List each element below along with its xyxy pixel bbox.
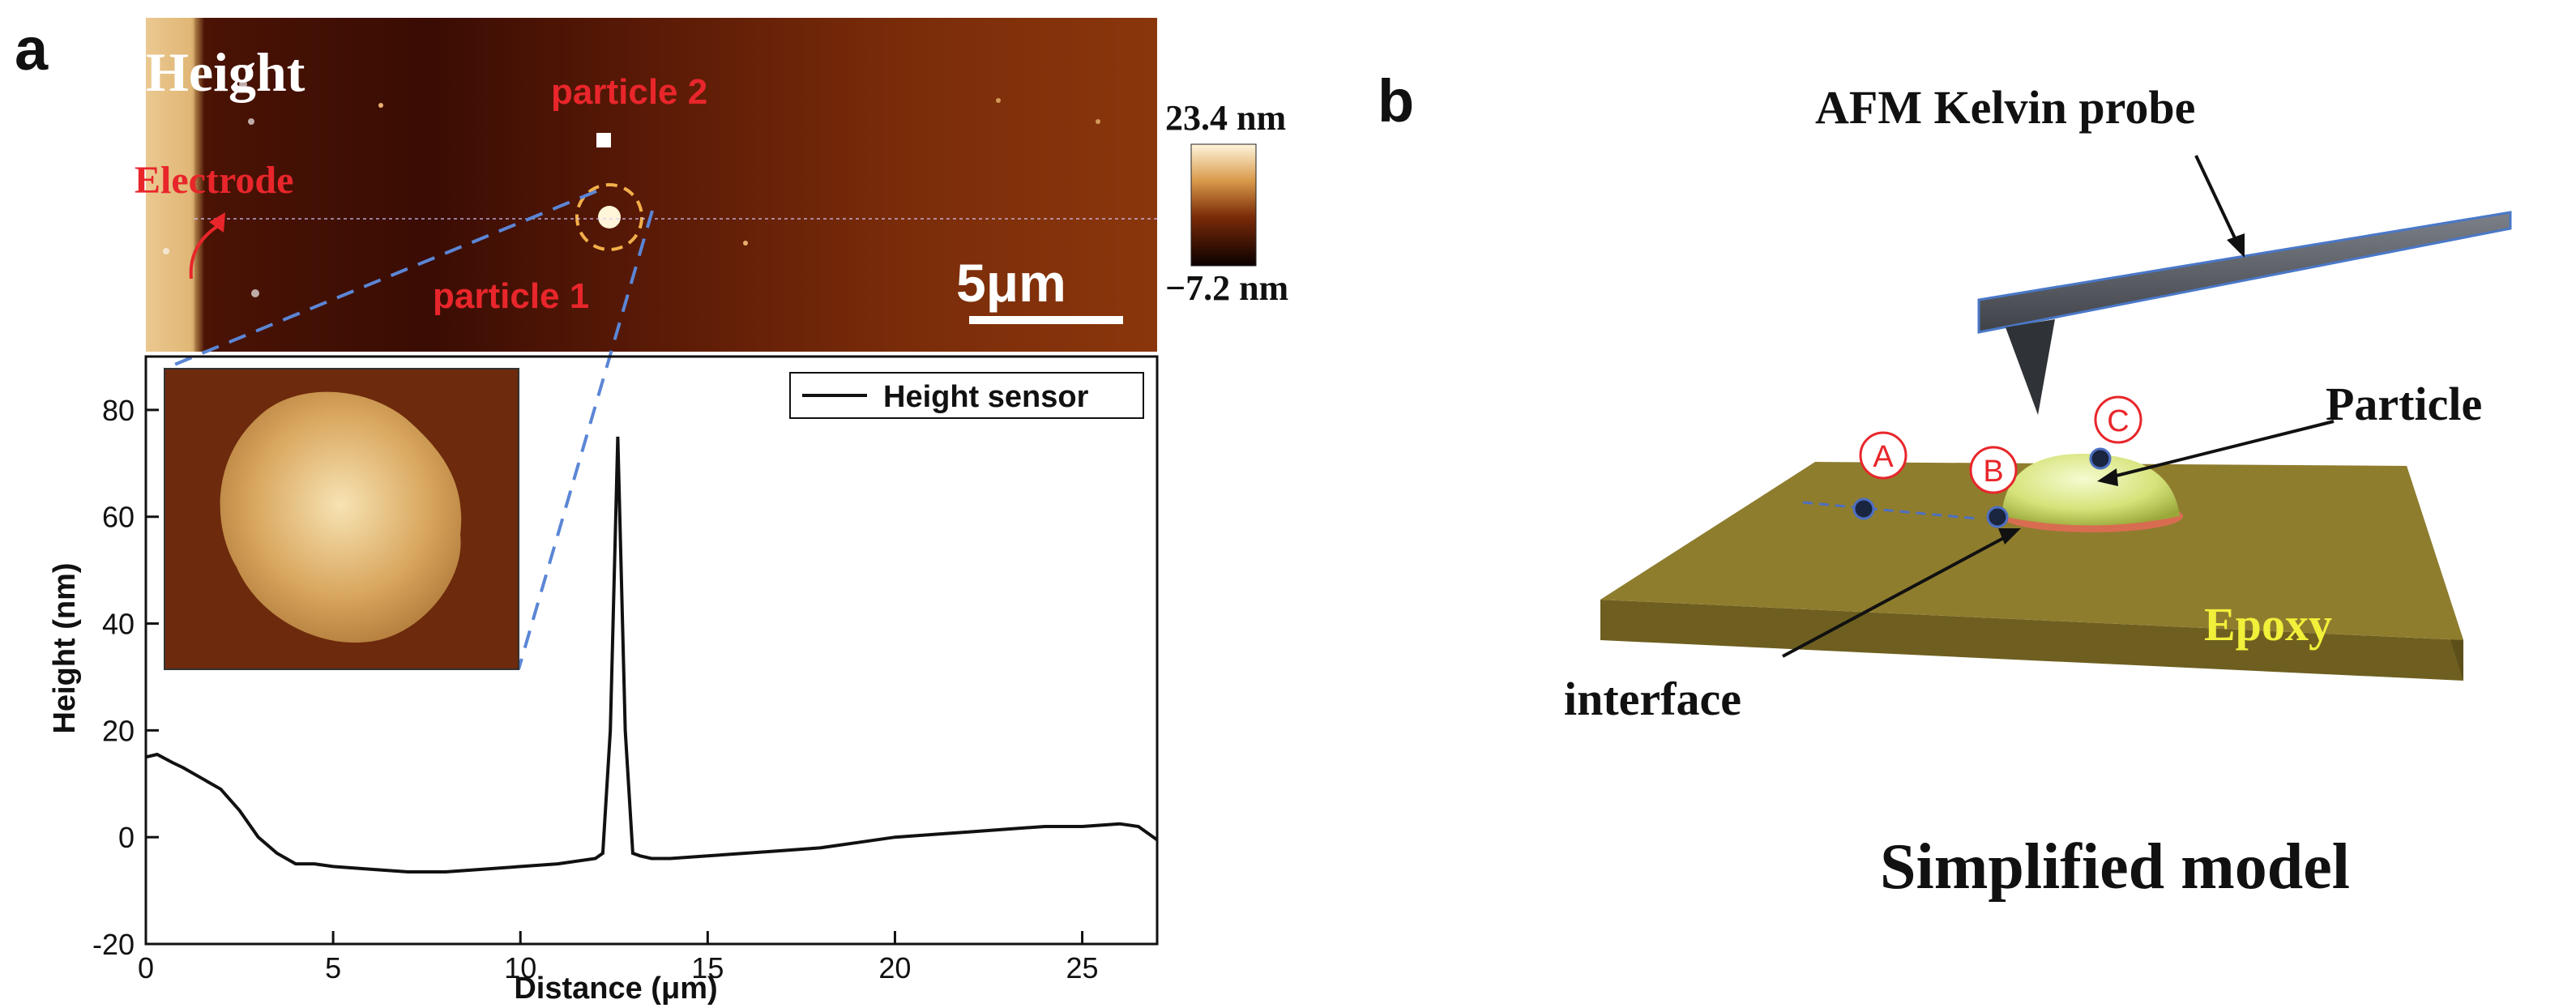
y-tick-label: -20	[92, 928, 135, 961]
x-tick-label: 20	[878, 951, 911, 985]
probe-cantilever	[1977, 211, 2512, 334]
particle-label: Particle	[2326, 378, 2482, 430]
particle-2-spot	[596, 133, 611, 147]
model-caption: Simplified model	[1880, 831, 2350, 903]
colorbar-min-label: −7.2 nm	[1165, 268, 1288, 308]
simplified-model-diagram: A B C AFM Kelvin probe Particle Epoxy in…	[1564, 81, 2512, 903]
scale-bar-label: 5μm	[956, 253, 1066, 313]
x-tick-label: 25	[1066, 951, 1099, 985]
y-tick-label: 60	[102, 501, 135, 534]
label-b-text: B	[1983, 455, 2003, 489]
particle-grain	[220, 391, 462, 643]
label-c-marker: C	[2094, 395, 2142, 444]
particle-arrow	[2106, 420, 2335, 480]
electrode-label: Electrode	[135, 159, 293, 202]
particle-inset-image	[164, 368, 519, 670]
zoom-connector-right	[517, 210, 654, 670]
interface-arrow-head	[1998, 528, 2021, 545]
interface-arrow	[1782, 533, 2010, 658]
y-axis-ticks: -20 0 20 40 60 80	[92, 394, 159, 961]
epoxy-slab-top	[1600, 462, 2463, 640]
point-b	[1986, 506, 2009, 528]
plot-frame	[144, 355, 1159, 946]
label-b-marker: B	[1969, 446, 2018, 494]
trace-line-a-b	[1802, 501, 1978, 520]
x-tick-label: 15	[691, 951, 724, 985]
probe-label: AFM Kelvin probe	[1815, 81, 2195, 134]
y-axis-label: Height (nm)	[48, 562, 82, 733]
colorbar-gradient	[1190, 143, 1257, 267]
x-axis-label: Distance (μm)	[514, 972, 717, 1006]
epoxy-slab-side-front	[1600, 600, 2463, 681]
particle-1-label: particle 1	[433, 276, 589, 316]
x-tick-label: 10	[504, 951, 536, 985]
colorbar-max-label: 23.4 nm	[1165, 98, 1286, 138]
legend-label-height-sensor: Height sensor	[883, 380, 1089, 414]
point-a	[1852, 498, 1875, 520]
probe-tip	[2006, 319, 2055, 415]
colorbar: 23.4 nm −7.2 nm	[1165, 98, 1288, 308]
afm-mode-label: Height	[146, 41, 305, 103]
y-tick-label: 80	[102, 394, 135, 427]
particle-1-spot	[598, 206, 621, 229]
panel-b-letter: b	[1378, 67, 1415, 135]
label-c-text: C	[2107, 404, 2129, 438]
x-axis-ticks: 0 5 10 15 20 25	[138, 931, 1099, 985]
x-tick-label: 5	[325, 951, 341, 985]
label-a-marker: A	[1859, 431, 1907, 480]
label-a-text: A	[1873, 440, 1894, 474]
zoom-connector-left	[164, 190, 597, 370]
particle-1-highlight-circle	[575, 183, 643, 251]
probe-arrow	[2194, 155, 2238, 242]
afm-scan-area	[146, 18, 1157, 352]
substrate-label: Epoxy	[2204, 598, 2332, 651]
y-tick-label: 20	[102, 714, 135, 747]
scale-bar	[969, 316, 1123, 324]
interface-label: interface	[1564, 673, 1741, 725]
electrode-arrow-head	[209, 212, 225, 233]
particle-arrow-head	[2097, 468, 2118, 486]
probe-arrow-head	[2227, 233, 2245, 258]
electrode-region	[146, 18, 259, 352]
particle-2-label: particle 2	[551, 72, 707, 112]
panel-a-letter: a	[15, 15, 49, 83]
point-c	[2089, 447, 2112, 470]
series-line-height-sensor	[145, 436, 1159, 873]
y-tick-label: 0	[118, 821, 135, 854]
x-tick-label: 0	[138, 951, 154, 985]
legend: Height sensor	[789, 372, 1144, 419]
y-tick-label: 40	[102, 608, 135, 641]
afm-height-image: Height particle 2 Electrode particle 1 5…	[135, 18, 1157, 352]
